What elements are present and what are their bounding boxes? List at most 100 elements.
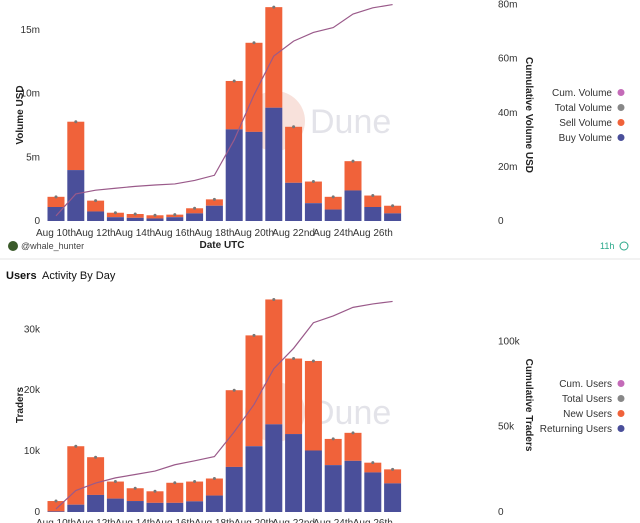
buy-bar bbox=[106, 498, 124, 512]
buy-bar bbox=[67, 170, 85, 221]
total-point bbox=[391, 467, 395, 471]
total-point bbox=[94, 199, 98, 203]
total-point bbox=[74, 444, 78, 448]
buy-bar bbox=[225, 129, 243, 221]
total-point bbox=[272, 297, 276, 301]
footer: @whale_hunter 11h bbox=[8, 241, 629, 251]
sell-bar bbox=[186, 208, 204, 214]
total-point bbox=[133, 486, 137, 490]
total-point bbox=[292, 357, 296, 361]
sell-bar bbox=[67, 121, 85, 171]
sell-bar bbox=[364, 462, 382, 473]
total-point bbox=[133, 212, 137, 216]
chart-title: Users bbox=[6, 270, 37, 282]
total-point bbox=[292, 125, 296, 129]
buy-bar bbox=[225, 466, 243, 512]
buy-bar bbox=[384, 213, 402, 221]
total-point bbox=[391, 204, 395, 208]
buy-bar bbox=[106, 217, 124, 221]
buy-bar bbox=[47, 511, 65, 512]
buy-bar bbox=[324, 209, 342, 221]
x-tick-label: Aug 18th bbox=[194, 518, 234, 523]
total-point bbox=[252, 333, 256, 337]
sell-bar bbox=[225, 80, 243, 130]
watermark-text: Dune bbox=[310, 103, 391, 141]
sell-bar bbox=[384, 469, 402, 484]
legend-marker bbox=[617, 119, 625, 126]
author-link[interactable]: @whale_hunter bbox=[21, 241, 84, 251]
cumulative-line bbox=[55, 300, 393, 510]
buy-bar bbox=[186, 501, 204, 512]
legend-item: Sell Volume bbox=[559, 118, 612, 129]
buy-bar bbox=[87, 494, 105, 512]
buy-bar bbox=[285, 434, 303, 512]
sell-bar bbox=[87, 200, 105, 212]
x-tick-label: Aug 10th bbox=[36, 228, 76, 239]
sell-bar bbox=[344, 161, 362, 191]
check-circle-icon bbox=[619, 241, 629, 251]
total-point bbox=[212, 197, 216, 201]
y2-tick-label: 80m bbox=[498, 0, 517, 11]
total-point bbox=[173, 213, 177, 217]
y2-axis-title: Cumulative Traders bbox=[523, 359, 534, 452]
buy-bar bbox=[166, 217, 184, 221]
buy-bar bbox=[67, 504, 85, 512]
total-point bbox=[351, 159, 355, 163]
sell-bar bbox=[205, 199, 223, 206]
sell-bar bbox=[47, 196, 65, 207]
x-tick-label: Aug 14th bbox=[115, 228, 155, 239]
buy-bar bbox=[126, 217, 144, 221]
buy-bar bbox=[304, 203, 322, 221]
watermark-text: Dune bbox=[310, 394, 391, 432]
legend-item: Cum. Volume bbox=[552, 88, 612, 99]
total-point bbox=[311, 359, 315, 363]
total-point bbox=[311, 180, 315, 184]
sell-bar bbox=[384, 205, 402, 214]
buy-bar bbox=[245, 446, 263, 512]
sell-bar bbox=[47, 501, 65, 512]
buy-bar bbox=[285, 182, 303, 221]
sell-bar bbox=[146, 215, 164, 219]
total-point bbox=[252, 41, 256, 45]
x-tick-label: Aug 22nd bbox=[272, 228, 315, 239]
y-tick-label: 10m bbox=[21, 89, 40, 100]
x-tick-label: Aug 24th bbox=[313, 518, 353, 523]
y2-tick-label: 50k bbox=[498, 422, 515, 433]
x-tick-label: Aug 12th bbox=[76, 518, 116, 523]
legend-marker bbox=[617, 89, 625, 96]
legend-marker bbox=[617, 425, 625, 432]
buy-bar bbox=[265, 107, 283, 221]
y-axis-title: Volume USD bbox=[15, 85, 26, 144]
total-point bbox=[212, 477, 216, 481]
buy-bar bbox=[304, 450, 322, 512]
total-point bbox=[54, 195, 58, 199]
total-point bbox=[272, 5, 276, 9]
sell-bar bbox=[225, 390, 243, 467]
total-point bbox=[232, 388, 236, 392]
sell-bar bbox=[265, 299, 283, 425]
y2-tick-label: 60m bbox=[498, 54, 517, 65]
sell-bar bbox=[285, 358, 303, 435]
buy-bar bbox=[364, 472, 382, 512]
total-point bbox=[54, 499, 58, 503]
sell-bar bbox=[245, 42, 263, 132]
total-point bbox=[331, 437, 335, 441]
y-tick-label: 20k bbox=[24, 385, 41, 396]
x-tick-label: Aug 14th bbox=[115, 518, 155, 523]
buy-bar bbox=[265, 424, 283, 512]
x-tick-label: Aug 20th bbox=[234, 228, 274, 239]
buy-bar bbox=[384, 483, 402, 512]
buy-bar bbox=[245, 131, 263, 221]
y-tick-label: 30k bbox=[24, 324, 41, 335]
x-tick-label: Aug 24th bbox=[313, 228, 353, 239]
x-tick-label: Aug 16th bbox=[155, 518, 195, 523]
legend-item: Buy Volume bbox=[559, 133, 613, 144]
y-tick-label: 5m bbox=[26, 152, 40, 163]
sell-bar bbox=[205, 478, 223, 496]
total-point bbox=[193, 206, 197, 210]
y2-tick-label: 100k bbox=[498, 336, 521, 347]
legend-item: Total Users bbox=[562, 394, 612, 405]
buy-bar bbox=[166, 502, 184, 512]
legend-item: Returning Users bbox=[540, 424, 612, 435]
